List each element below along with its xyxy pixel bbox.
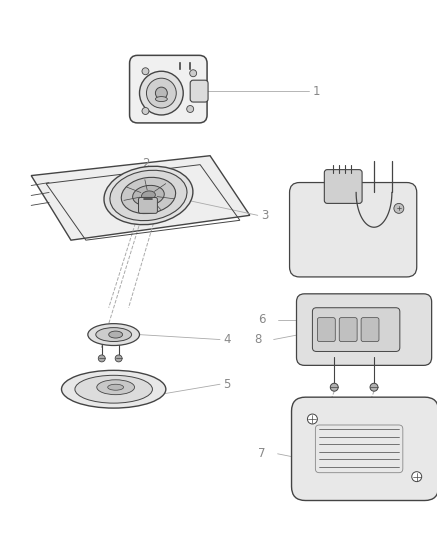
Ellipse shape bbox=[88, 324, 140, 345]
Text: 1: 1 bbox=[312, 85, 320, 98]
FancyBboxPatch shape bbox=[297, 294, 431, 365]
Circle shape bbox=[155, 87, 167, 99]
Circle shape bbox=[330, 383, 338, 391]
FancyBboxPatch shape bbox=[290, 182, 417, 277]
Ellipse shape bbox=[97, 380, 134, 394]
Circle shape bbox=[142, 68, 149, 75]
Text: 2: 2 bbox=[142, 157, 149, 170]
Text: 4: 4 bbox=[223, 333, 230, 346]
Ellipse shape bbox=[61, 370, 166, 408]
Ellipse shape bbox=[133, 185, 164, 206]
FancyBboxPatch shape bbox=[138, 197, 157, 213]
Text: 7: 7 bbox=[258, 447, 265, 461]
Polygon shape bbox=[31, 156, 250, 240]
FancyBboxPatch shape bbox=[324, 169, 362, 204]
Circle shape bbox=[115, 355, 122, 362]
Circle shape bbox=[307, 414, 318, 424]
Circle shape bbox=[146, 78, 176, 108]
Ellipse shape bbox=[110, 170, 187, 221]
Ellipse shape bbox=[141, 191, 155, 200]
Ellipse shape bbox=[104, 166, 193, 225]
Circle shape bbox=[370, 383, 378, 391]
Ellipse shape bbox=[96, 328, 131, 342]
FancyBboxPatch shape bbox=[318, 318, 335, 342]
Text: 5: 5 bbox=[223, 378, 230, 391]
Circle shape bbox=[394, 204, 404, 213]
Circle shape bbox=[140, 71, 183, 115]
FancyBboxPatch shape bbox=[312, 308, 400, 351]
FancyBboxPatch shape bbox=[339, 318, 357, 342]
Circle shape bbox=[187, 106, 194, 112]
FancyBboxPatch shape bbox=[130, 55, 207, 123]
Text: 6: 6 bbox=[258, 313, 265, 326]
Circle shape bbox=[142, 108, 149, 115]
FancyBboxPatch shape bbox=[292, 397, 438, 500]
FancyBboxPatch shape bbox=[361, 318, 379, 342]
Text: 8: 8 bbox=[254, 333, 261, 346]
Circle shape bbox=[412, 472, 422, 482]
Ellipse shape bbox=[121, 177, 176, 214]
Ellipse shape bbox=[108, 384, 124, 390]
Text: 3: 3 bbox=[261, 209, 268, 222]
FancyBboxPatch shape bbox=[190, 80, 208, 102]
Ellipse shape bbox=[109, 331, 123, 338]
Ellipse shape bbox=[75, 375, 152, 403]
Ellipse shape bbox=[155, 96, 167, 102]
Circle shape bbox=[98, 355, 105, 362]
Circle shape bbox=[190, 70, 197, 77]
